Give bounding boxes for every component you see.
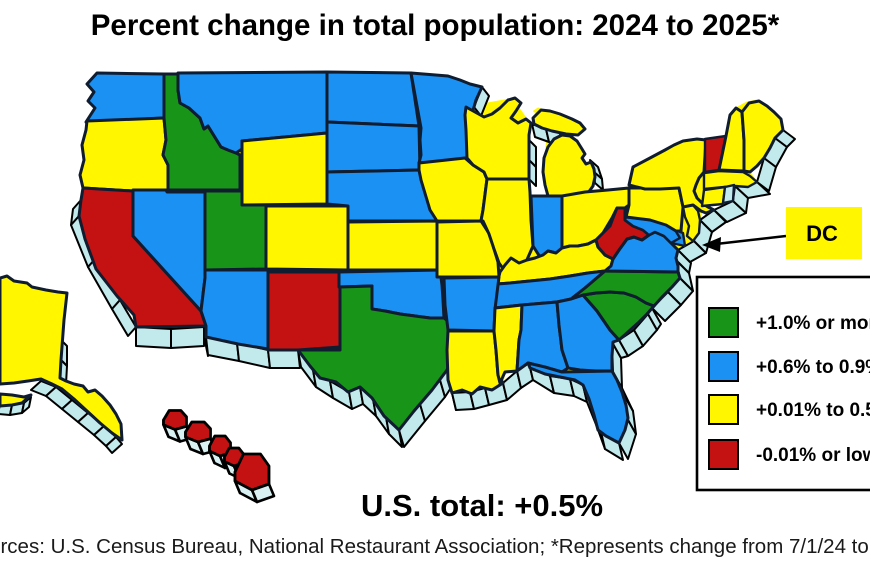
svg-text:+1.0% or more: +1.0% or more (756, 313, 870, 334)
svg-text:DC: DC (806, 221, 838, 246)
svg-text:+0.01% to 0.5%: +0.01% to 0.5% (756, 400, 870, 421)
svg-text:-0.01% or lower: -0.01% or lower (756, 445, 870, 466)
svg-text:+0.6% to 0.9%: +0.6% to 0.9% (756, 357, 870, 378)
